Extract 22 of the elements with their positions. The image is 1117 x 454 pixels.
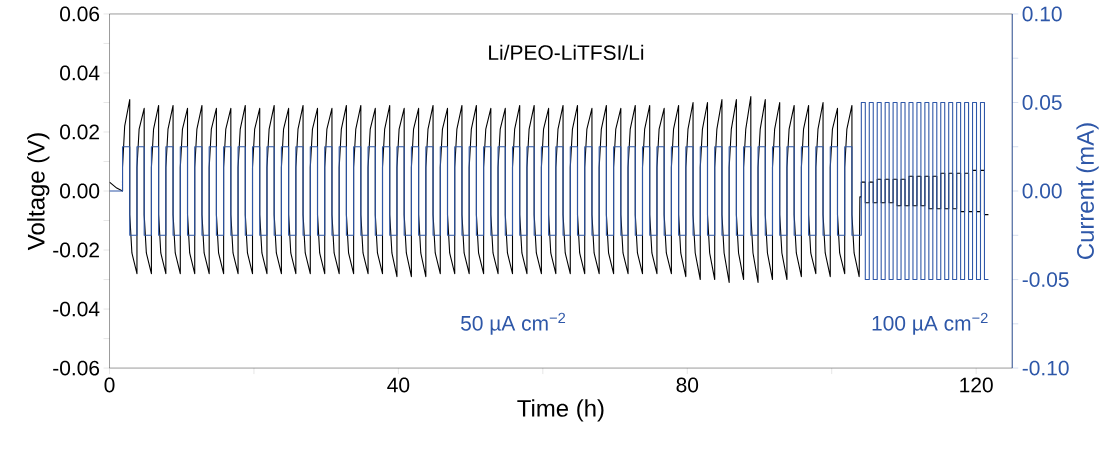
annotation: 100 µA cm$^{−2}$	[872, 312, 988, 335]
y2-tick-label: 0.05	[1022, 95, 1062, 110]
y-tick-label: -0.06	[53, 360, 100, 376]
y2-axis-title: Current (mA)	[1076, 123, 1099, 260]
y-tick-label: 0.00	[60, 183, 100, 199]
x-tick-label: 0	[104, 377, 115, 393]
x-axis-title: Time (h)	[517, 399, 604, 422]
x-tick-label: 40	[387, 377, 410, 393]
y-tick-label: 0.04	[60, 65, 100, 81]
y-axis-title: Voltage (V)	[27, 133, 50, 251]
y-tick-label: -0.04	[53, 301, 100, 317]
y2-tick-label: 0.00	[1022, 183, 1062, 199]
y-tick-label: -0.02	[53, 242, 99, 258]
x-tick-label: 120	[960, 377, 993, 393]
annotation: 50 µA cm$^{−2}$	[461, 312, 566, 335]
text: Li/PEO-LiTFSI/Li	[489, 44, 644, 61]
y-tick-label: 0.02	[60, 124, 99, 140]
y-tick-label: 0.06	[60, 6, 100, 22]
x-tick-label: 80	[676, 377, 699, 393]
y2-tick-label: -0.10	[1022, 360, 1069, 376]
y2-tick-label: -0.05	[1022, 272, 1069, 288]
y2-tick-label: 0.10	[1022, 6, 1062, 22]
